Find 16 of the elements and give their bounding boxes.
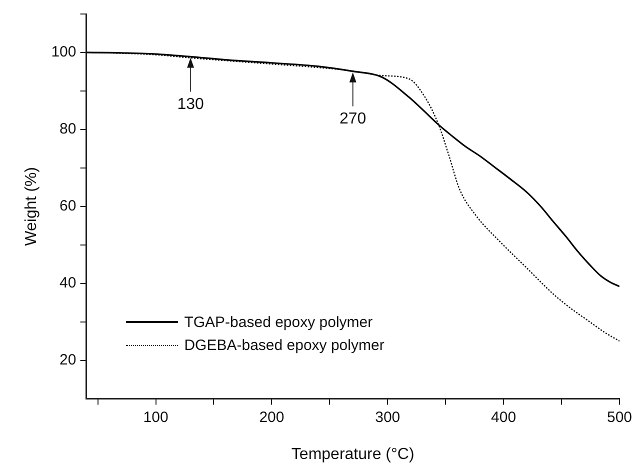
x-tick-label: 300 xyxy=(375,408,400,426)
x-tick-label: 200 xyxy=(259,408,284,426)
y-tick-label: 100 xyxy=(51,44,76,61)
x-tick-label: 100 xyxy=(143,408,168,426)
y-axis-title: Weight (%) xyxy=(23,166,40,246)
x-axis-title: Temperature (°C) xyxy=(291,446,414,463)
annotation: 130 xyxy=(177,96,204,114)
y-tick-label: 40 xyxy=(60,274,76,292)
y-tick-label: 80 xyxy=(60,120,76,138)
x-tick-label: 400 xyxy=(491,408,516,426)
y-tick-label: 20 xyxy=(60,351,76,368)
legend-label: DGEBA-based epoxy polymer xyxy=(184,336,384,354)
annotation: 270 xyxy=(340,110,366,128)
x-tick-label: 500 xyxy=(606,408,632,426)
y-tick-label: 60 xyxy=(60,198,76,215)
legend-label: TGAP-based epoxy polymer xyxy=(184,314,373,331)
